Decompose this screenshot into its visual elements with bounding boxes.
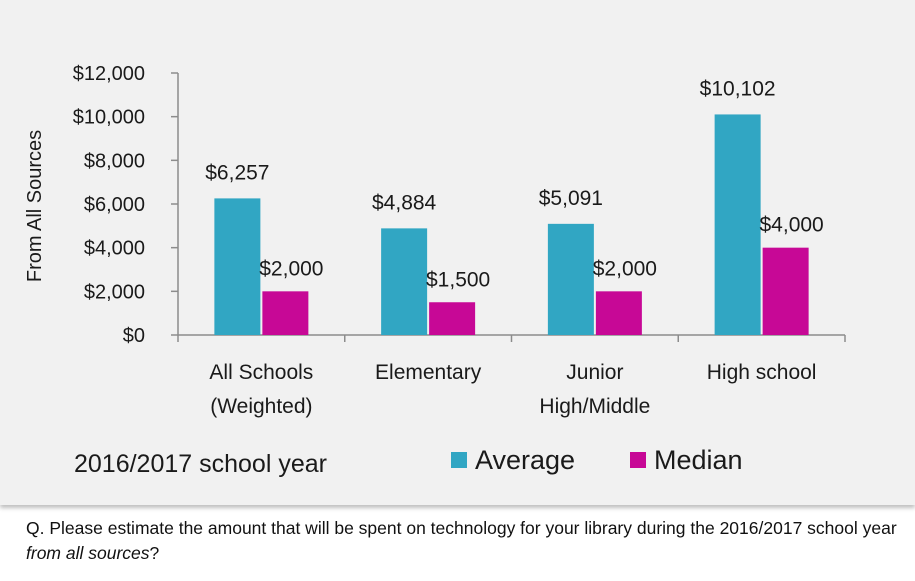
x-category-label: High/Middle: [539, 395, 650, 418]
bar-median-2: [595, 291, 642, 335]
chart-legend: 2016/2017 school year Average Median: [74, 445, 743, 478]
chart-axes: $0 $2,000 $4,000 $6,000 $8,000 $10,000 $12,000…: [24, 63, 846, 347]
data-label-median-1: $1,500: [426, 268, 490, 291]
y-axis-title: From All Sources: [24, 130, 46, 282]
bar-average-2: [547, 223, 594, 335]
school-year-annotation: 2016/2017 school year: [74, 450, 327, 478]
data-label-median-0: $2,000: [259, 257, 323, 280]
data-label-average-1: $4,884: [372, 191, 437, 214]
data-label-average-2: $5,091: [539, 187, 603, 210]
legend-label-average: Average: [475, 445, 575, 475]
bar-median-0: [262, 291, 309, 335]
y-tick-label: $10,000: [73, 107, 145, 129]
legend-swatch-average: [451, 452, 467, 468]
x-category-label: High school: [707, 361, 817, 384]
survey-question-emphasis: from all sources: [26, 543, 150, 563]
chart-bars: [214, 114, 809, 335]
x-category-label: All Schools: [209, 361, 313, 384]
y-tick-label: $0: [123, 325, 145, 347]
survey-question-text: Q. Please estimate the amount that will …: [26, 518, 897, 538]
bar-median-3: [762, 247, 809, 335]
bar-average-0: [214, 198, 261, 335]
y-tick-label: $8,000: [84, 150, 145, 172]
data-label-average-0: $6,257: [205, 161, 269, 184]
y-tick-label: $4,000: [84, 238, 145, 260]
chart-labels: $6,257 $2,000 All Schools (Weighted) $4,884 $…: [205, 77, 823, 418]
y-tick-label: $6,000: [84, 194, 145, 216]
x-category-label: Elementary: [375, 361, 482, 384]
data-label-median-2: $2,000: [593, 257, 657, 280]
y-tick-label: $2,000: [84, 281, 145, 303]
bar-chart: $0 $2,000 $4,000 $6,000 $8,000 $10,000 $12,000…: [24, 63, 846, 478]
x-category-label: (Weighted): [210, 395, 312, 418]
x-category-label: Junior: [566, 361, 623, 384]
data-label-median-3: $4,000: [760, 214, 824, 237]
survey-question: Q. Please estimate the amount that will …: [26, 516, 906, 566]
bar-average-1: [381, 228, 428, 335]
chart-panel: $0 $2,000 $4,000 $6,000 $8,000 $10,000 $12,000…: [0, 0, 915, 505]
y-tick-label: $12,000: [73, 63, 145, 85]
legend-swatch-median: [630, 452, 646, 468]
survey-question-end: ?: [149, 543, 160, 563]
data-label-average-3: $10,102: [700, 77, 776, 100]
legend-label-median: Median: [654, 445, 743, 475]
bar-median-1: [429, 302, 476, 335]
bar-average-3: [714, 114, 761, 335]
